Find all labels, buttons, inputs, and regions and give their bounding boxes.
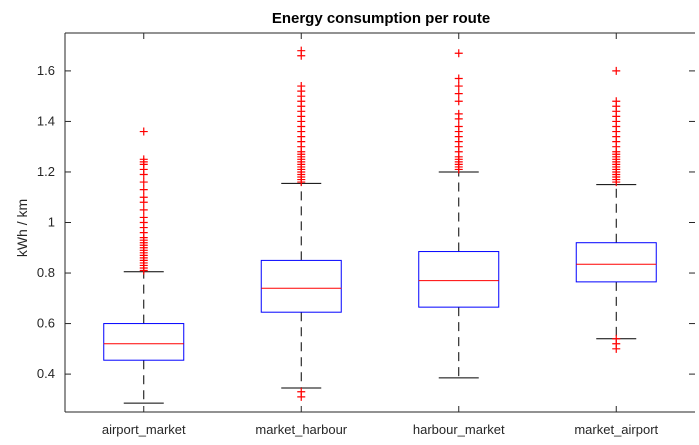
outlier-marker bbox=[454, 109, 463, 118]
box-iqr bbox=[418, 251, 500, 308]
box-airport_market bbox=[103, 127, 185, 404]
box-market_harbour bbox=[260, 46, 342, 401]
y-tick-label: 0.6 bbox=[37, 316, 55, 331]
outlier-marker bbox=[139, 127, 148, 136]
outlier-marker bbox=[297, 46, 306, 55]
outlier-marker bbox=[139, 178, 148, 187]
plot-area: 0.4 0.6 0.8 1 1.2 1.4 1.6 airport_market market_… bbox=[37, 32, 695, 437]
box-harbour_market bbox=[418, 49, 500, 379]
x-tick-label: airport_market bbox=[102, 422, 186, 437]
y-tick-label: 1.2 bbox=[37, 164, 55, 179]
outlier-marker bbox=[297, 387, 306, 396]
outlier-marker bbox=[454, 122, 463, 131]
box-iqr bbox=[575, 242, 657, 283]
y-tick-label: 1.4 bbox=[37, 113, 55, 128]
y-tick-label: 1 bbox=[48, 215, 55, 230]
outlier-marker bbox=[454, 82, 463, 91]
outlier-marker bbox=[139, 155, 148, 164]
outlier-marker bbox=[454, 97, 463, 106]
outlier-marker bbox=[139, 185, 148, 194]
box-market_airport bbox=[575, 66, 657, 353]
chart-title: Energy consumption per route bbox=[272, 10, 490, 27]
box-iqr bbox=[260, 259, 342, 313]
x-tick-label: market_airport bbox=[574, 422, 658, 437]
x-tick-label: market_harbour bbox=[255, 422, 347, 437]
outlier-marker bbox=[139, 193, 148, 202]
outlier-marker bbox=[139, 205, 148, 214]
y-tick-label: 0.4 bbox=[37, 366, 55, 381]
x-tick-label: harbour_market bbox=[413, 422, 505, 437]
box-iqr bbox=[103, 323, 185, 361]
y-tick-label: 0.8 bbox=[37, 265, 55, 280]
outlier-marker bbox=[454, 49, 463, 58]
outlier-marker bbox=[297, 82, 306, 91]
y-tick-label: 1.6 bbox=[37, 63, 55, 78]
outlier-marker bbox=[612, 334, 621, 343]
outlier-marker bbox=[139, 213, 148, 222]
outlier-marker bbox=[454, 89, 463, 98]
y-axis-label: kWh / km bbox=[14, 199, 30, 257]
outlier-marker bbox=[612, 97, 621, 106]
outlier-marker bbox=[612, 66, 621, 75]
outlier-marker bbox=[454, 74, 463, 83]
